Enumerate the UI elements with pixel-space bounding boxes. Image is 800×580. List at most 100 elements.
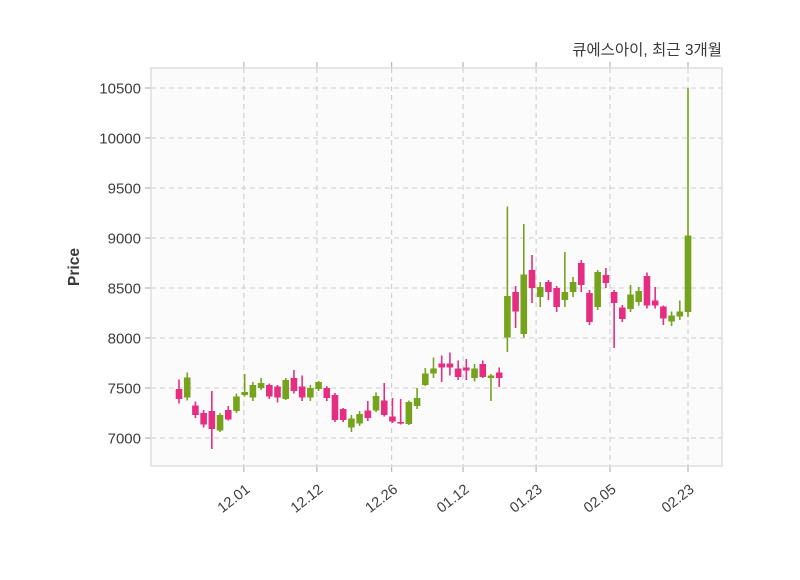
candle-up	[282, 378, 290, 400]
candle-down	[463, 359, 470, 380]
candle-body	[438, 363, 446, 368]
y-tick-label: 7500	[108, 381, 141, 398]
candle-body	[430, 368, 437, 374]
candle-body	[528, 270, 536, 288]
candle-up	[405, 400, 413, 425]
candle-body	[200, 413, 207, 425]
candle-body	[323, 388, 331, 398]
candle-body	[520, 274, 528, 334]
candle-up	[307, 385, 314, 401]
candle-down	[274, 385, 281, 403]
candle-body	[561, 292, 569, 300]
candle-body	[224, 410, 232, 420]
candle-down	[545, 280, 552, 300]
candle-body	[356, 414, 363, 424]
y-tick-label: 8500	[108, 281, 141, 298]
candle-body	[339, 409, 347, 420]
candle-down	[200, 410, 207, 428]
candle-down	[331, 393, 339, 422]
candle-body	[668, 315, 675, 322]
candle-body	[553, 288, 560, 307]
candle-down	[339, 408, 347, 422]
y-tick-label: 7000	[108, 431, 141, 448]
candle-up	[471, 364, 478, 382]
candle-body	[619, 307, 626, 319]
candle-down	[389, 398, 396, 423]
candle-down	[553, 286, 560, 312]
candle-body	[487, 375, 495, 378]
candle-down	[298, 375, 306, 401]
candle-down	[397, 399, 404, 425]
candle-up	[421, 368, 429, 386]
candle-body	[397, 422, 404, 424]
candle-down	[651, 287, 659, 309]
candle-body	[504, 296, 511, 338]
candle-down	[512, 286, 519, 328]
candle-up	[594, 270, 601, 310]
candle-up	[561, 252, 569, 307]
candle-down	[479, 360, 487, 378]
candle-body	[298, 386, 306, 398]
candle-down	[380, 383, 388, 417]
y-axis-title: Price	[66, 248, 83, 286]
candle-body	[602, 275, 610, 283]
candle-body	[241, 392, 248, 395]
x-tick-label: 12.26	[363, 482, 401, 517]
candle-down	[643, 272, 651, 309]
candle-body	[610, 292, 618, 303]
candle-up	[668, 311, 675, 326]
candle-body	[545, 282, 552, 292]
candle-body	[364, 410, 372, 418]
candle-up	[315, 381, 322, 391]
candle-up	[635, 287, 643, 306]
candle-up	[430, 357, 437, 378]
candle-down	[266, 383, 273, 399]
x-tick-label: 12.01	[215, 482, 253, 517]
candle-down	[290, 370, 298, 394]
gridline-layer	[151, 68, 722, 466]
candle-body	[290, 378, 298, 391]
candle-body	[627, 294, 634, 309]
candle-body	[331, 395, 339, 420]
candle-body	[413, 398, 421, 406]
candle-body	[512, 292, 519, 312]
candle-up	[241, 374, 248, 397]
candle-up	[183, 372, 191, 401]
candle-down	[577, 260, 585, 292]
candle-body	[463, 367, 470, 371]
candle-body	[471, 368, 478, 378]
candle-down	[602, 268, 610, 288]
candle-body	[586, 293, 593, 322]
candle-down	[446, 352, 454, 376]
candle-body	[389, 416, 396, 422]
y-tick-label: 9000	[108, 231, 141, 248]
candle-down	[610, 290, 618, 348]
candles-layer	[175, 88, 692, 449]
candle-body	[348, 418, 355, 428]
candle-body	[643, 276, 651, 306]
candle-up	[372, 392, 380, 412]
candle-down	[586, 290, 593, 325]
candle-up	[487, 374, 495, 401]
candle-body	[208, 411, 216, 429]
candle-body	[495, 372, 503, 378]
candle-down	[528, 255, 536, 303]
y-tick-label: 8000	[108, 331, 141, 348]
candle-body	[577, 263, 585, 285]
x-tick-label: 01.23	[507, 482, 545, 517]
candle-up	[257, 378, 265, 390]
candle-up	[249, 382, 257, 401]
candle-body	[380, 400, 388, 415]
candle-body	[421, 373, 429, 385]
candle-up	[569, 277, 577, 297]
candle-down	[619, 305, 626, 322]
candle-body	[635, 291, 643, 302]
candle-down	[192, 401, 199, 418]
candle-up	[520, 224, 528, 338]
candle-body	[216, 415, 224, 431]
plot-background-layer	[151, 68, 722, 466]
plot-border	[150, 67, 723, 467]
candle-body	[175, 389, 183, 399]
